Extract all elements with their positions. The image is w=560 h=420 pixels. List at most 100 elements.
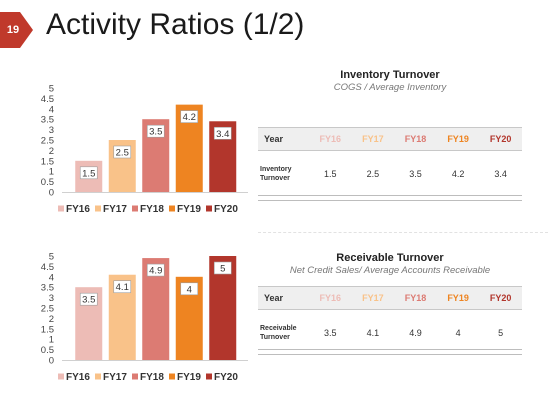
slide-number-badge bbox=[0, 12, 33, 48]
data-label-box bbox=[146, 124, 165, 138]
table-header-row: Year FY16 FY17 FY18 FY19 FY20 bbox=[258, 286, 522, 310]
table-cell: 3.5 bbox=[409, 169, 422, 179]
data-label: 1.5 bbox=[82, 168, 95, 179]
legend-label: FY17 bbox=[103, 204, 127, 215]
y-axis-tick-label: 0 bbox=[49, 356, 54, 367]
y-axis-tick-label: 3.5 bbox=[41, 115, 54, 126]
inventory-turnover-panel: Inventory Turnover COGS / Average Invent… bbox=[258, 68, 522, 201]
section-divider bbox=[258, 232, 548, 233]
slide-title: Activity Ratios (1/2) bbox=[46, 8, 305, 41]
table-cell: 1.5 bbox=[324, 169, 337, 179]
y-axis-tick-label: 4.5 bbox=[41, 94, 54, 105]
legend-swatch bbox=[58, 373, 64, 380]
y-axis-tick-label: 2 bbox=[49, 314, 54, 325]
table-header-row: Year FY16 FY17 FY18 FY19 FY20 bbox=[258, 127, 522, 151]
data-label-box bbox=[79, 166, 98, 180]
table-bottom-rule bbox=[258, 195, 522, 201]
column-header-fy18: FY18 bbox=[394, 286, 437, 310]
row-label-line1: Inventory bbox=[260, 166, 292, 173]
legend-swatch bbox=[95, 205, 101, 212]
legend-label: FY18 bbox=[140, 372, 164, 383]
y-axis-tick-label: 5 bbox=[49, 252, 54, 263]
y-axis-tick-label: 4 bbox=[49, 272, 54, 283]
row-label-line2: Turnover bbox=[260, 175, 290, 182]
panel-subtitle: COGS / Average Inventory bbox=[333, 82, 447, 93]
receivable-turnover-panel: Receivable Turnover Net Credit Sales/ Av… bbox=[258, 251, 522, 355]
column-header-fy20: FY20 bbox=[479, 127, 522, 151]
table-cell: 2.5 bbox=[366, 169, 380, 179]
badge-shape bbox=[0, 12, 33, 48]
y-axis-tick-label: 0.5 bbox=[41, 345, 54, 356]
y-axis-tick-label: 1 bbox=[49, 167, 54, 178]
table-cell: 4 bbox=[455, 328, 461, 338]
legend-label: FY20 bbox=[214, 204, 238, 215]
data-label: 4.9 bbox=[149, 266, 162, 277]
data-label: 3.5 bbox=[149, 127, 162, 138]
column-header-fy19: FY19 bbox=[436, 127, 480, 151]
row-label-line2: Turnover bbox=[260, 334, 290, 341]
data-label: 4 bbox=[187, 284, 192, 295]
receivable-turnover-table: Year FY16 FY17 FY18 FY19 FY20 Receivable… bbox=[258, 286, 522, 356]
legend-swatch bbox=[206, 373, 212, 380]
legend-swatch bbox=[169, 373, 175, 380]
data-label: 5 bbox=[220, 264, 225, 275]
data-label-box bbox=[113, 280, 132, 294]
data-label: 3.5 bbox=[82, 295, 95, 306]
table-cell: 4.1 bbox=[366, 328, 380, 338]
row-label: Inventory Turnover bbox=[258, 151, 309, 198]
legend-swatch bbox=[95, 373, 101, 380]
legend-label: FY18 bbox=[140, 204, 164, 215]
table-bottom-rule bbox=[258, 349, 522, 355]
y-axis-tick-label: 4 bbox=[49, 104, 54, 115]
column-header-fy16: FY16 bbox=[309, 127, 352, 151]
column-header-fy20: FY20 bbox=[479, 286, 522, 310]
panel-title: Inventory Turnover bbox=[340, 69, 440, 81]
table-cell: 4.9 bbox=[409, 328, 422, 338]
data-label: 4.2 bbox=[183, 112, 196, 123]
column-header-fy17: FY17 bbox=[351, 127, 395, 151]
year-header: Year bbox=[258, 127, 309, 151]
legend-label: FY16 bbox=[66, 372, 90, 383]
y-axis-tick-label: 1.5 bbox=[41, 156, 54, 167]
table-cell: 5 bbox=[498, 328, 504, 338]
table-cell: 3.5 bbox=[324, 328, 337, 338]
column-header-fy16: FY16 bbox=[309, 286, 352, 310]
legend-swatch bbox=[169, 205, 175, 212]
y-axis-tick-label: 3 bbox=[49, 293, 54, 304]
y-axis-tick-label: 2.5 bbox=[41, 136, 54, 147]
table-cell: 3.4 bbox=[494, 169, 507, 179]
y-axis-tick-label: 0 bbox=[49, 188, 54, 199]
column-header-fy18: FY18 bbox=[394, 127, 437, 151]
y-axis-tick-label: 1.5 bbox=[41, 324, 54, 335]
panel-subtitle: Net Credit Sales/ Average Accounts Recei… bbox=[289, 265, 491, 276]
data-label-box bbox=[113, 145, 132, 159]
y-axis-tick-label: 1 bbox=[49, 335, 54, 346]
column-header-fy17: FY17 bbox=[351, 286, 395, 310]
row-label-line1: Receivable bbox=[260, 325, 297, 332]
legend-label: FY17 bbox=[103, 372, 127, 383]
data-label-box bbox=[213, 126, 232, 140]
inventory-turnover-bar-chart: 00.511.522.533.544.551.52.53.54.23.4FY16… bbox=[41, 84, 248, 215]
slide-number: 19 bbox=[6, 24, 20, 36]
data-label-box bbox=[180, 110, 199, 123]
legend-swatch bbox=[132, 373, 138, 380]
legend-swatch bbox=[132, 205, 138, 212]
y-axis-tick-label: 3 bbox=[49, 125, 54, 136]
data-label-box bbox=[180, 282, 199, 296]
inventory-turnover-table: Year FY16 FY17 FY18 FY19 FY20 Inventory T… bbox=[258, 127, 522, 197]
data-label: 2.5 bbox=[116, 148, 129, 159]
panel-title: Receivable Turnover bbox=[336, 252, 444, 264]
y-axis-tick-label: 0.5 bbox=[41, 177, 54, 188]
y-axis-tick-label: 3.5 bbox=[41, 283, 54, 294]
legend-swatch bbox=[206, 205, 212, 212]
y-axis-tick-label: 2.5 bbox=[41, 304, 54, 315]
table-row: Inventory Turnover 1.5 2.5 3.5 4.2 3.4 bbox=[258, 151, 522, 198]
legend-label: FY19 bbox=[177, 372, 201, 383]
data-label: 3.4 bbox=[216, 129, 229, 140]
column-header-fy19: FY19 bbox=[436, 286, 480, 310]
legend-swatch bbox=[58, 205, 64, 212]
table-cell: 4.2 bbox=[451, 169, 465, 179]
data-label-box bbox=[79, 292, 98, 306]
year-header: Year bbox=[258, 286, 309, 310]
